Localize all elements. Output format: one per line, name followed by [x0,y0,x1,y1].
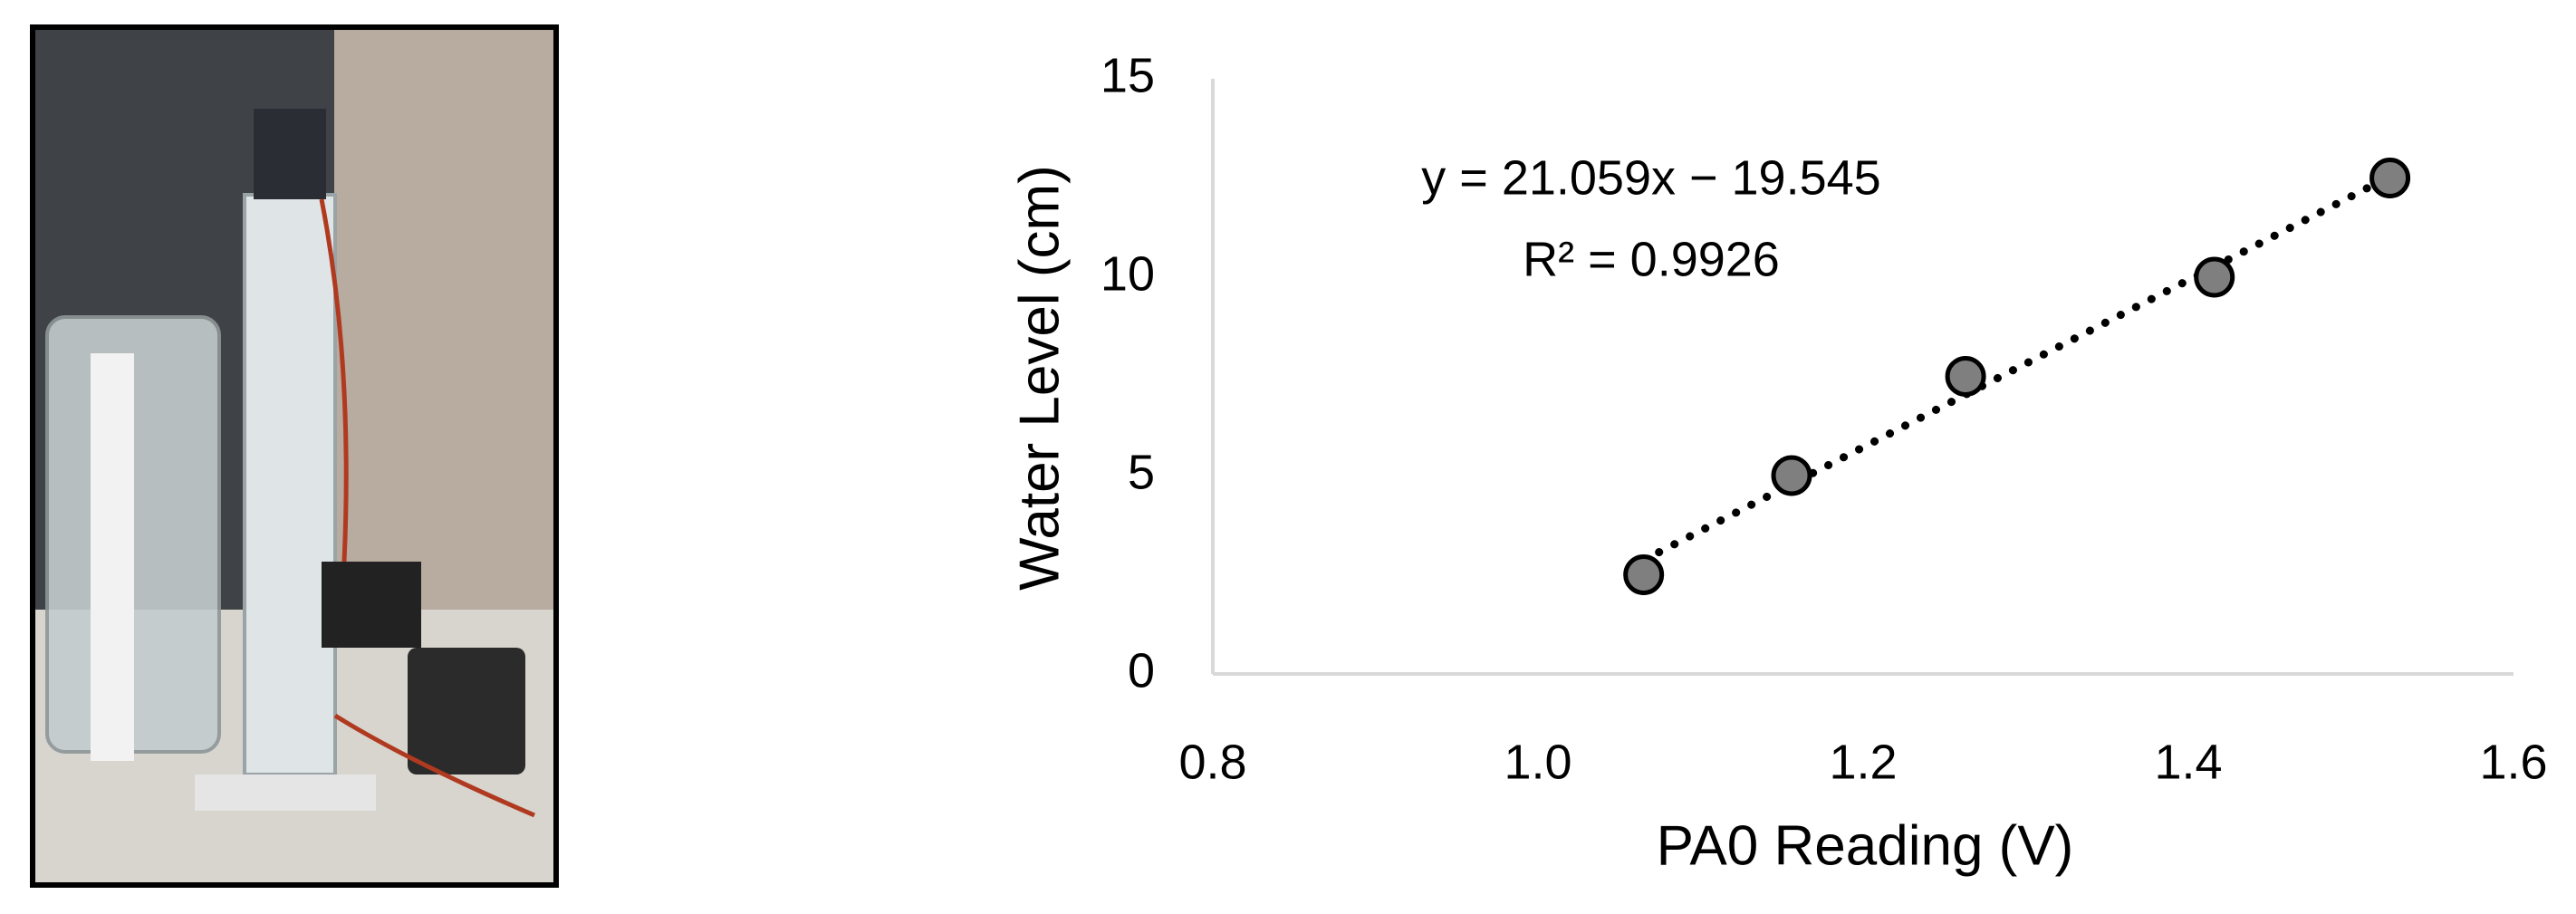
y-tick-label: 15 [1101,48,1155,102]
photo [30,24,559,888]
data-point [1623,554,1665,595]
x-tick-label: 1.2 [1829,735,1897,789]
photo-ruler [91,353,134,761]
data-point [2194,256,2235,298]
x-axis-title: PA0 Reading (V) [1657,814,2074,877]
trendline [1639,172,2395,564]
data-point [2369,158,2411,198]
x-tick-label: 1.4 [2154,735,2222,789]
x-tick-label: 1.0 [1504,735,1572,789]
photo-box [408,648,525,774]
x-tick-label: 1.6 [2479,735,2547,789]
data-point [1945,356,1986,397]
y-tick-label: 10 [1101,246,1155,301]
photo-wire [319,198,535,818]
photo-partition [334,30,553,610]
equation: y = 21.059x − 19.545 [1421,150,1880,205]
photo-cylinder [243,193,337,776]
data-point [1771,455,1812,496]
photo-sensor [254,109,326,199]
y-tick-label: 5 [1128,445,1155,499]
y-axis-title: Water Level (cm) [1008,165,1071,591]
r-squared: R² = 0.9926 [1523,232,1780,286]
y-tick-label: 0 [1128,643,1155,698]
x-tick-label: 0.8 [1178,735,1246,789]
photo-battery [322,562,421,648]
photo-base [195,774,376,811]
